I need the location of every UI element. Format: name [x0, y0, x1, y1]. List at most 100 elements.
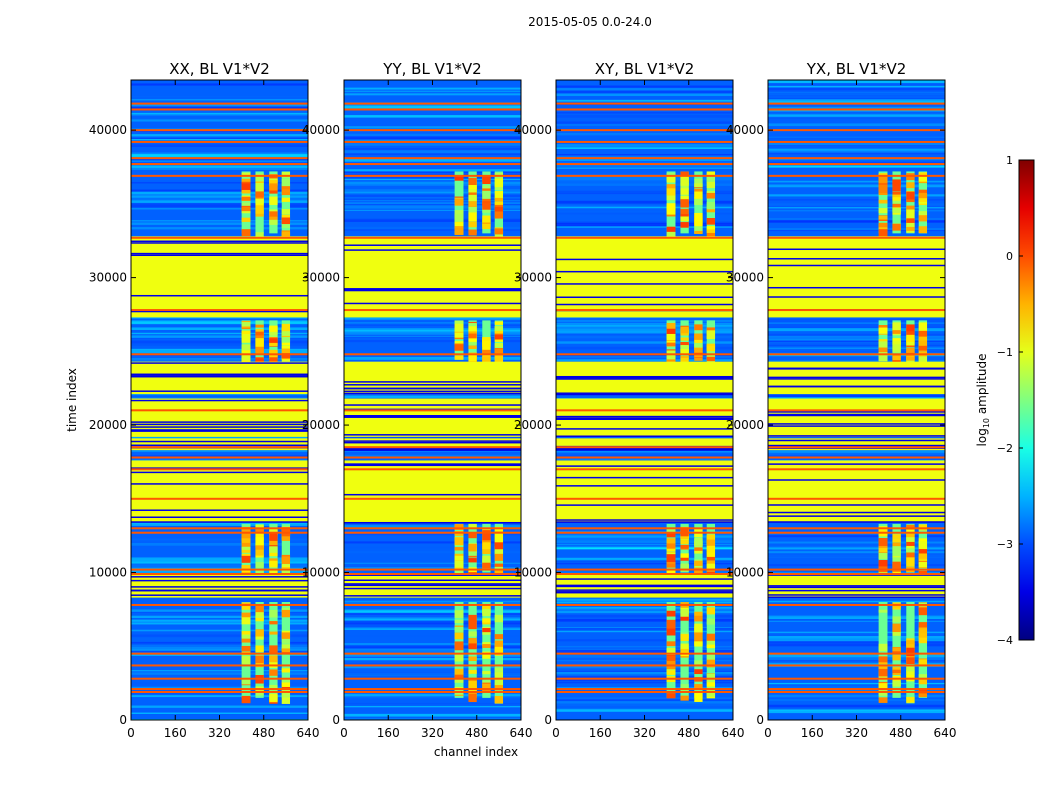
noise-row	[131, 340, 308, 344]
noise-row	[768, 99, 945, 101]
rfi-cell	[918, 333, 928, 341]
rfi-cell	[269, 325, 278, 332]
rfi-cell	[255, 196, 264, 200]
spike-line	[768, 456, 945, 459]
noise-row	[768, 114, 945, 118]
noise-row	[768, 333, 945, 336]
panel-title: XY, BL V1*V2	[595, 60, 695, 78]
noise-row	[556, 342, 733, 344]
noise-row	[768, 166, 945, 168]
noise-row	[556, 540, 733, 544]
spike-line	[131, 353, 308, 356]
noise-row	[131, 397, 308, 400]
noise-row	[768, 709, 945, 712]
noise-row	[556, 167, 733, 169]
y-tick-label: 40000	[514, 123, 552, 137]
flagged-gap	[768, 504, 945, 506]
spike-line	[768, 163, 945, 166]
noise-row	[768, 341, 945, 343]
rfi-band	[706, 602, 716, 698]
rfi-cell	[241, 344, 251, 353]
noise-row	[556, 211, 733, 214]
flagged-gap	[556, 415, 733, 418]
noise-row	[131, 609, 308, 612]
rfi-cell	[269, 190, 278, 194]
y-tick-label: 0	[119, 713, 127, 727]
rfi-cell	[281, 568, 291, 574]
x-tick-label: 160	[164, 726, 187, 740]
flagged-gap	[344, 289, 521, 291]
noise-row	[556, 608, 733, 610]
rfi-cell	[918, 674, 928, 678]
rfi-cell	[241, 530, 251, 539]
rfi-cell	[255, 653, 264, 657]
noise-row	[768, 337, 945, 340]
rfi-cell	[878, 222, 888, 228]
noise-row	[344, 356, 521, 360]
noise-row	[556, 158, 733, 161]
rfi-cell	[241, 634, 251, 639]
noise-row	[131, 112, 308, 114]
rfi-cell	[494, 228, 504, 235]
colorbar-tick-label: −1	[997, 346, 1013, 359]
noise-row	[131, 165, 308, 167]
rfi-cell	[878, 656, 888, 663]
rfi-cell	[892, 647, 901, 652]
flagged-gap	[131, 430, 308, 432]
rfi-band	[281, 171, 291, 234]
noise-row	[556, 192, 733, 195]
rfi-cell	[706, 356, 716, 362]
flagged-gap	[344, 493, 521, 496]
spike-line	[344, 573, 521, 576]
rfi-cell	[255, 635, 264, 640]
noise-row	[768, 551, 945, 554]
noise-row	[131, 138, 308, 141]
noise-row	[556, 164, 733, 167]
colorbar-tick-label: 1	[1006, 154, 1013, 167]
noise-row	[131, 638, 308, 641]
rfi-cell	[666, 226, 676, 236]
spike-line	[556, 174, 733, 177]
noise-row	[556, 665, 733, 669]
noise-row	[344, 91, 521, 93]
flagged-gap	[131, 521, 308, 523]
noise-row	[344, 628, 521, 630]
rfi-cell	[878, 199, 888, 204]
rfi-cell	[269, 356, 278, 365]
rfi-cell	[454, 555, 464, 562]
rfi-cell	[892, 340, 901, 345]
rfi-cell	[706, 563, 716, 569]
noise-row	[768, 533, 945, 536]
flagged-gap	[344, 595, 521, 597]
rfi-cell	[892, 203, 901, 209]
rfi-cell	[680, 643, 689, 649]
noise-row	[768, 450, 945, 453]
spike-line	[344, 236, 521, 239]
x-tick-label: 160	[377, 726, 400, 740]
rfi-cell	[918, 553, 928, 559]
noise-row	[344, 705, 521, 708]
rfi-cell	[241, 603, 251, 610]
rfi-cell	[454, 560, 464, 568]
noise-row	[556, 154, 733, 156]
noise-row	[344, 169, 521, 172]
rfi-band	[482, 602, 491, 698]
rfi-cell	[666, 610, 676, 617]
rfi-cell	[281, 353, 291, 359]
flagged-gap	[131, 509, 308, 511]
rfi-cell	[269, 560, 278, 568]
x-tick-label: 480	[889, 726, 912, 740]
noise-row	[131, 350, 308, 354]
rfi-cell	[241, 645, 251, 652]
noise-row	[131, 207, 308, 210]
spike-line	[768, 409, 945, 412]
rfi-cell	[269, 528, 278, 535]
noise-row	[131, 153, 308, 157]
rfi-cell	[281, 209, 291, 215]
flagged-gap	[556, 393, 733, 396]
noise-row	[556, 557, 733, 561]
rfi-cell	[454, 213, 464, 222]
spike-line	[344, 353, 521, 356]
rfi-cell	[482, 608, 491, 616]
rfi-cell	[255, 338, 264, 347]
